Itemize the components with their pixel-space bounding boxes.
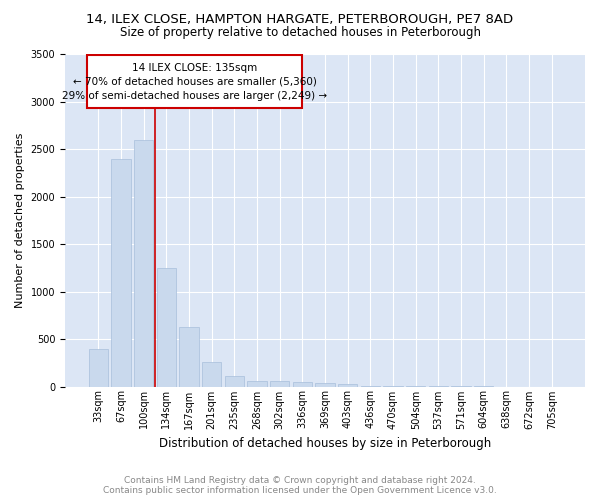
Bar bbox=[112, 158, 131, 386]
Bar bbox=[316, 382, 335, 386]
Bar bbox=[270, 382, 289, 386]
Bar bbox=[87, 55, 302, 108]
Bar bbox=[157, 268, 176, 386]
Bar bbox=[179, 326, 199, 386]
Bar bbox=[89, 348, 108, 387]
Text: Size of property relative to detached houses in Peterborough: Size of property relative to detached ho… bbox=[119, 26, 481, 39]
Bar bbox=[338, 384, 358, 386]
Bar bbox=[293, 382, 312, 386]
X-axis label: Distribution of detached houses by size in Peterborough: Distribution of detached houses by size … bbox=[159, 437, 491, 450]
Y-axis label: Number of detached properties: Number of detached properties bbox=[15, 132, 25, 308]
Text: 14, ILEX CLOSE, HAMPTON HARGATE, PETERBOROUGH, PE7 8AD: 14, ILEX CLOSE, HAMPTON HARGATE, PETERBO… bbox=[86, 12, 514, 26]
Bar bbox=[224, 376, 244, 386]
Bar bbox=[202, 362, 221, 386]
Text: Contains HM Land Registry data © Crown copyright and database right 2024.
Contai: Contains HM Land Registry data © Crown c… bbox=[103, 476, 497, 495]
Bar bbox=[134, 140, 153, 386]
Text: 14 ILEX CLOSE: 135sqm
← 70% of detached houses are smaller (5,360)
29% of semi-d: 14 ILEX CLOSE: 135sqm ← 70% of detached … bbox=[62, 62, 327, 100]
Bar bbox=[247, 381, 266, 386]
